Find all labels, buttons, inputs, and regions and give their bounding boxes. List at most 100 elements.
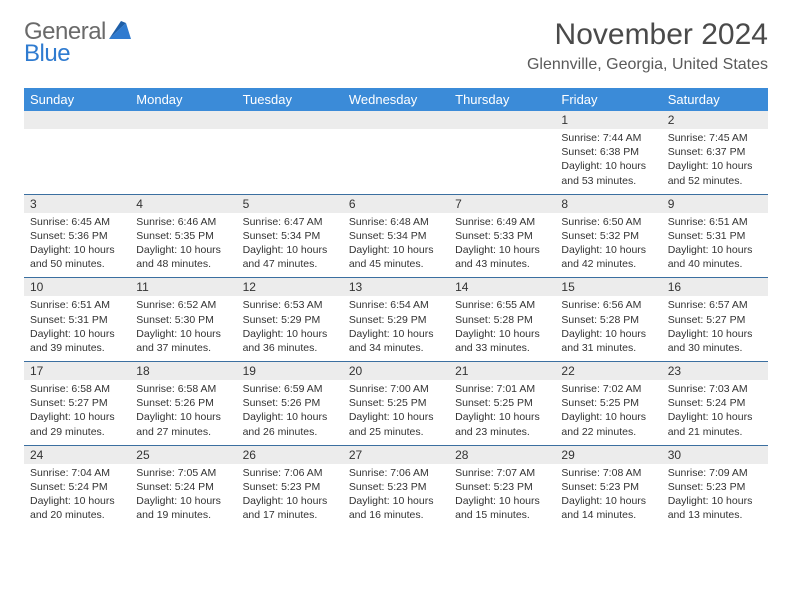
daylight-text: and 27 minutes. xyxy=(136,425,230,439)
daylight-text: and 13 minutes. xyxy=(668,508,762,522)
day-detail-cell: Sunrise: 6:54 AMSunset: 5:29 PMDaylight:… xyxy=(343,296,449,361)
daylight-text: and 50 minutes. xyxy=(30,257,124,271)
daylight-text: and 14 minutes. xyxy=(561,508,655,522)
sunrise-text: Sunrise: 7:04 AM xyxy=(30,466,124,480)
sunrise-text: Sunrise: 7:03 AM xyxy=(668,382,762,396)
sunrise-text: Sunrise: 7:09 AM xyxy=(668,466,762,480)
daylight-text: and 16 minutes. xyxy=(349,508,443,522)
day-number-cell: 20 xyxy=(343,362,449,380)
day-detail-cell: Sunrise: 6:45 AMSunset: 5:36 PMDaylight:… xyxy=(24,213,130,278)
sunrise-text: Sunrise: 6:58 AM xyxy=(30,382,124,396)
day-number-cell: 22 xyxy=(555,362,661,380)
weekday-header: Saturday xyxy=(662,88,768,111)
daylight-text: and 47 minutes. xyxy=(243,257,337,271)
sunrise-text: Sunrise: 6:55 AM xyxy=(455,298,549,312)
daylight-text: and 48 minutes. xyxy=(136,257,230,271)
daylight-text: and 37 minutes. xyxy=(136,341,230,355)
sunset-text: Sunset: 5:23 PM xyxy=(243,480,337,494)
sunrise-text: Sunrise: 6:53 AM xyxy=(243,298,337,312)
day-detail-cell xyxy=(237,129,343,194)
day-number-cell: 26 xyxy=(237,446,343,464)
calendar-page: General Blue November 2024 Glennville, G… xyxy=(0,0,792,540)
day-number-row: 17181920212223 xyxy=(24,362,768,380)
day-number-cell: 23 xyxy=(662,362,768,380)
daylight-text: Daylight: 10 hours xyxy=(30,243,124,257)
sunset-text: Sunset: 5:29 PM xyxy=(243,313,337,327)
day-detail-row: Sunrise: 6:45 AMSunset: 5:36 PMDaylight:… xyxy=(24,213,768,278)
daylight-text: Daylight: 10 hours xyxy=(455,494,549,508)
sunrise-text: Sunrise: 7:00 AM xyxy=(349,382,443,396)
day-detail-cell: Sunrise: 7:45 AMSunset: 6:37 PMDaylight:… xyxy=(662,129,768,194)
daylight-text: and 33 minutes. xyxy=(455,341,549,355)
daylight-text: Daylight: 10 hours xyxy=(561,494,655,508)
daylight-text: and 22 minutes. xyxy=(561,425,655,439)
day-number-cell: 18 xyxy=(130,362,236,380)
day-number-cell xyxy=(237,111,343,129)
daylight-text: and 17 minutes. xyxy=(243,508,337,522)
sunset-text: Sunset: 5:34 PM xyxy=(243,229,337,243)
sunrise-text: Sunrise: 7:45 AM xyxy=(668,131,762,145)
day-number-cell: 2 xyxy=(662,111,768,129)
day-number-cell: 17 xyxy=(24,362,130,380)
daylight-text: Daylight: 10 hours xyxy=(561,327,655,341)
sunset-text: Sunset: 5:29 PM xyxy=(349,313,443,327)
sunrise-text: Sunrise: 6:45 AM xyxy=(30,215,124,229)
day-detail-cell: Sunrise: 6:49 AMSunset: 5:33 PMDaylight:… xyxy=(449,213,555,278)
day-number-cell xyxy=(130,111,236,129)
sunrise-text: Sunrise: 6:56 AM xyxy=(561,298,655,312)
calendar-body: 12 Sunrise: 7:44 AMSunset: 6:38 PM Dayligh… xyxy=(24,111,768,528)
sunset-text: Sunset: 5:33 PM xyxy=(455,229,549,243)
sunrise-text: Sunrise: 6:50 AM xyxy=(561,215,655,229)
day-detail-cell: Sunrise: 7:06 AMSunset: 5:23 PMDaylight:… xyxy=(343,464,449,529)
weekday-header: Wednesday xyxy=(343,88,449,111)
day-number-cell: 16 xyxy=(662,278,768,296)
daylight-text: Daylight: 10 hours xyxy=(136,243,230,257)
day-number-row: 3456789 xyxy=(24,195,768,213)
day-number-cell: 12 xyxy=(237,278,343,296)
day-number-cell: 21 xyxy=(449,362,555,380)
day-number-cell: 15 xyxy=(555,278,661,296)
location-text: Glennville, Georgia, United States xyxy=(527,56,768,74)
day-number-row: 24252627282930 xyxy=(24,446,768,464)
sunset-text: Sunset: 5:25 PM xyxy=(455,396,549,410)
sunset-text: Sunset: 5:32 PM xyxy=(561,229,655,243)
weekday-header: Sunday xyxy=(24,88,130,111)
day-number-cell xyxy=(449,111,555,129)
day-detail-cell: Sunrise: 7:01 AMSunset: 5:25 PMDaylight:… xyxy=(449,380,555,445)
sunrise-text: Sunrise: 7:44 AM xyxy=(561,131,655,145)
day-number-cell xyxy=(24,111,130,129)
daylight-text: and 52 minutes. xyxy=(668,174,762,188)
sunset-text: Sunset: 5:23 PM xyxy=(668,480,762,494)
day-detail-cell: Sunrise: 7:04 AMSunset: 5:24 PMDaylight:… xyxy=(24,464,130,529)
sunset-text: Sunset: 5:26 PM xyxy=(243,396,337,410)
daylight-text: Daylight: 10 hours xyxy=(455,410,549,424)
sunset-text: Sunset: 5:28 PM xyxy=(455,313,549,327)
day-detail-row: Sunrise: 6:51 AMSunset: 5:31 PMDaylight:… xyxy=(24,296,768,361)
sunset-text: Sunset: 5:23 PM xyxy=(561,480,655,494)
daylight-text: Daylight: 10 hours xyxy=(243,494,337,508)
sunset-text: Sunset: 6:38 PM xyxy=(561,145,655,159)
sunrise-text: Sunrise: 6:47 AM xyxy=(243,215,337,229)
day-detail-cell: Sunrise: 7:08 AMSunset: 5:23 PMDaylight:… xyxy=(555,464,661,529)
day-detail-cell: Sunrise: 6:58 AMSunset: 5:26 PMDaylight:… xyxy=(130,380,236,445)
daylight-text: and 23 minutes. xyxy=(455,425,549,439)
daylight-text: and 26 minutes. xyxy=(243,425,337,439)
brand-logo: General Blue xyxy=(24,18,131,68)
day-detail-row: Sunrise: 7:04 AMSunset: 5:24 PMDaylight:… xyxy=(24,464,768,529)
daylight-text: and 36 minutes. xyxy=(243,341,337,355)
day-detail-cell: Sunrise: 6:51 AMSunset: 5:31 PMDaylight:… xyxy=(662,213,768,278)
sunrise-text: Sunrise: 6:46 AM xyxy=(136,215,230,229)
day-detail-cell xyxy=(130,129,236,194)
daylight-text: Daylight: 10 hours xyxy=(349,327,443,341)
daylight-text: and 40 minutes. xyxy=(668,257,762,271)
daylight-text: Daylight: 10 hours xyxy=(136,327,230,341)
daylight-text: and 20 minutes. xyxy=(30,508,124,522)
day-number-cell: 3 xyxy=(24,195,130,213)
day-detail-cell: Sunrise: 7:00 AMSunset: 5:25 PMDaylight:… xyxy=(343,380,449,445)
sunrise-text: Sunrise: 6:51 AM xyxy=(30,298,124,312)
day-detail-cell xyxy=(449,129,555,194)
daylight-text: and 42 minutes. xyxy=(561,257,655,271)
daylight-text: Daylight: 10 hours xyxy=(668,159,762,173)
sunrise-text: Sunrise: 7:05 AM xyxy=(136,466,230,480)
day-detail-cell: Sunrise: 7:03 AMSunset: 5:24 PMDaylight:… xyxy=(662,380,768,445)
